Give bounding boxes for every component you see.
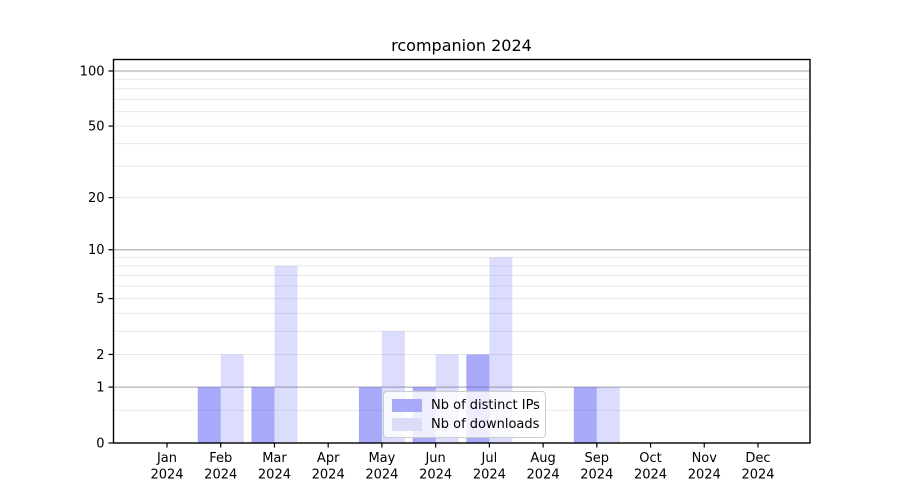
- bar-downloads: [596, 387, 620, 443]
- x-tick-label-month: Apr: [317, 451, 340, 466]
- y-tick-label: 50: [88, 120, 105, 135]
- y-tick-label: 10: [88, 243, 105, 258]
- plot-border: [112, 58, 811, 444]
- x-tick-label-month: Jun: [424, 451, 445, 466]
- x-tick-label-year: 2024: [365, 468, 398, 483]
- x-tick-label-year: 2024: [419, 468, 452, 483]
- bar-downloads: [220, 354, 244, 443]
- x-tick-label-year: 2024: [204, 468, 237, 483]
- legend-swatch-downloads-icon: [392, 417, 422, 431]
- x-tick-label-month: Nov: [692, 451, 718, 466]
- bar-distinct-ips: [358, 387, 382, 443]
- bar-downloads: [274, 265, 298, 443]
- x-tick-label-month: Jul: [481, 451, 498, 466]
- y-tick-label: 1: [96, 381, 104, 396]
- y-tick-label: 2: [96, 348, 104, 363]
- x-tick-label-month: Jan: [156, 451, 177, 466]
- x-tick-label-year: 2024: [258, 468, 291, 483]
- x-tick-label-year: 2024: [312, 468, 345, 483]
- x-tick-label-year: 2024: [580, 468, 613, 483]
- x-tick-label-year: 2024: [473, 468, 506, 483]
- bar-distinct-ips: [197, 387, 221, 443]
- legend-item-downloads: Nb of downloads: [392, 416, 540, 432]
- bar-distinct-ips: [251, 387, 275, 443]
- legend-item-distinct-ips: Nb of distinct IPs: [392, 397, 540, 413]
- x-tick-label-month: Feb: [209, 451, 232, 466]
- x-tick-label-year: 2024: [741, 468, 774, 483]
- legend-label-distinct-ips: Nb of distinct IPs: [431, 397, 540, 413]
- y-tick-label: 20: [88, 191, 105, 206]
- x-tick-label-month: Oct: [639, 451, 661, 466]
- y-tick-label: 5: [96, 292, 104, 307]
- x-tick-label-year: 2024: [688, 468, 721, 483]
- legend: Nb of distinct IPs Nb of downloads: [383, 391, 546, 438]
- x-tick-label-month: Mar: [262, 451, 287, 466]
- legend-swatch-distinct-ips-icon: [392, 398, 422, 412]
- x-tick-label-year: 2024: [150, 468, 183, 483]
- legend-label-downloads: Nb of downloads: [431, 416, 540, 432]
- x-tick-label-year: 2024: [634, 468, 667, 483]
- x-tick-label-month: Dec: [745, 451, 770, 466]
- chart-title: rcompanion 2024: [391, 36, 532, 55]
- x-tick-label-year: 2024: [527, 468, 560, 483]
- bar-distinct-ips: [573, 387, 597, 443]
- y-tick-label: 100: [80, 64, 105, 79]
- x-tick-label-month: Sep: [585, 451, 610, 466]
- x-tick-label-month: Aug: [530, 451, 555, 466]
- x-tick-label-month: May: [368, 451, 395, 466]
- y-tick-label: 0: [96, 437, 104, 452]
